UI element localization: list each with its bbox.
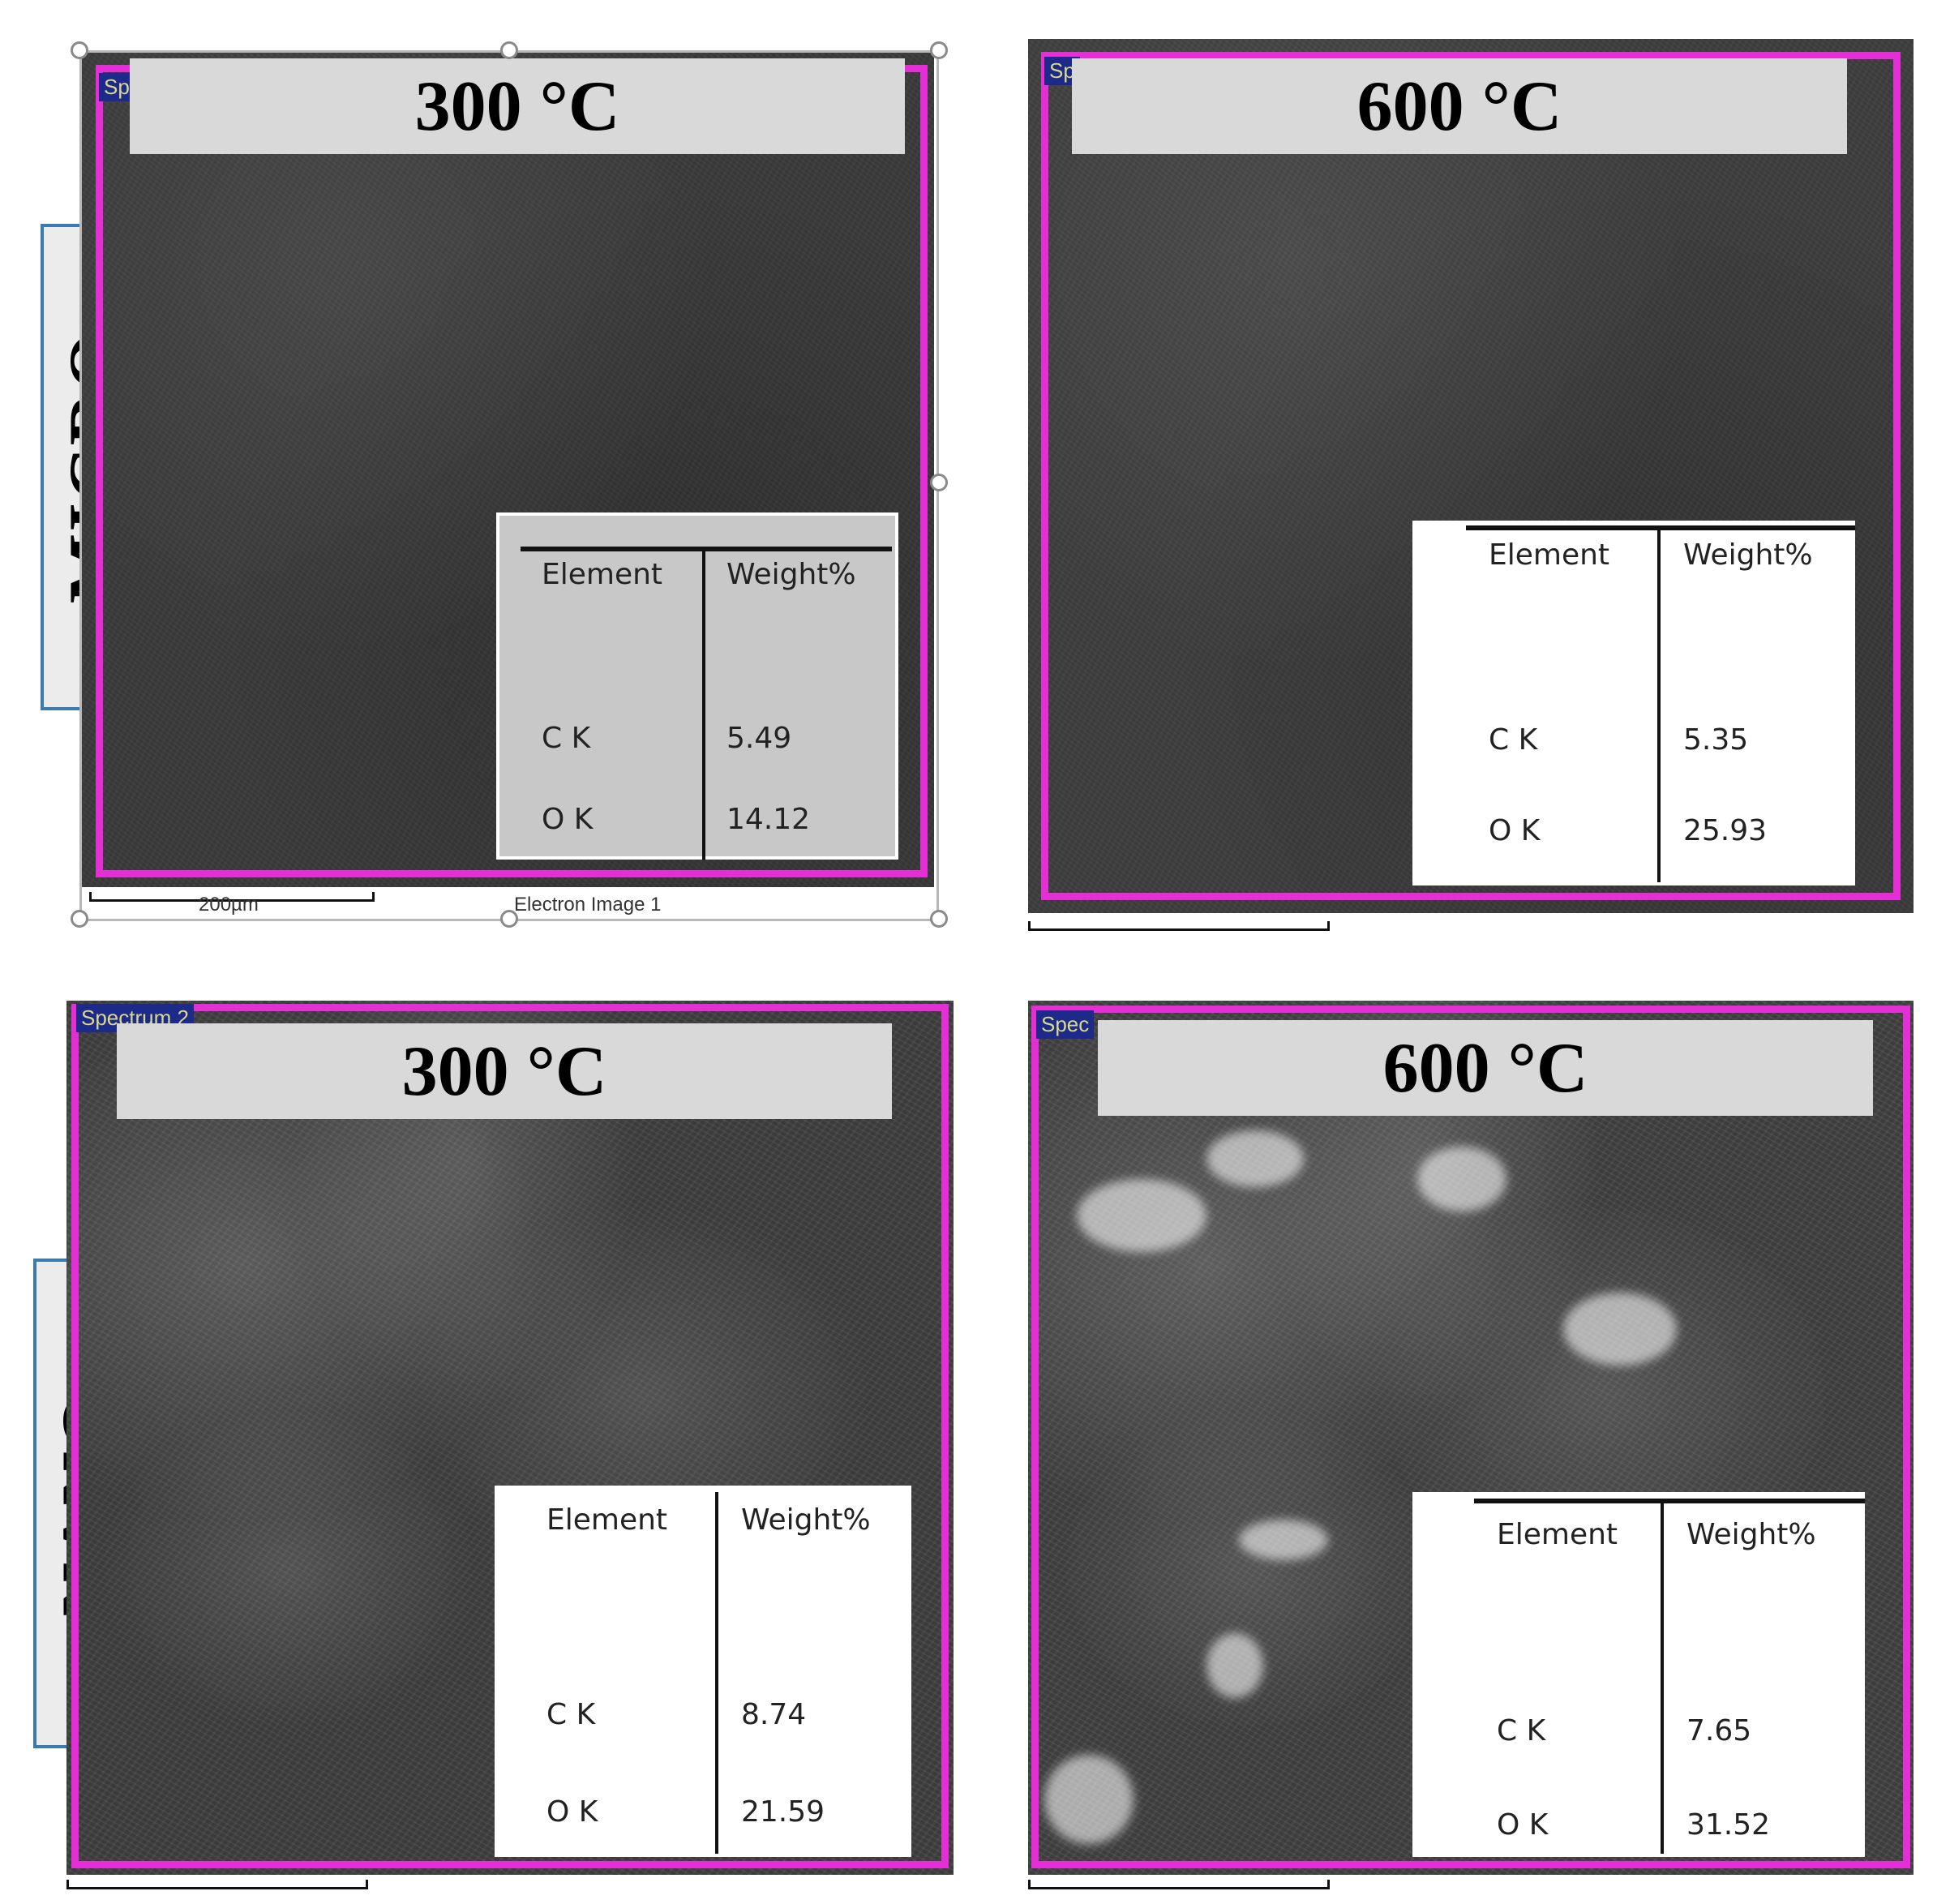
eds-table: Element Weight% C K 8.74 O K 21.59	[495, 1486, 911, 1857]
temperature-title: 600 °C	[1098, 1020, 1873, 1116]
eds-cell-element: O K	[1489, 814, 1541, 847]
eds-cell-weight: 7.65	[1686, 1714, 1752, 1747]
resize-handle[interactable]	[71, 910, 88, 928]
eds-header-weight: Weight%	[1683, 538, 1813, 572]
sem-panel-nano-300: Spectrum 2 300 °C Element Weight% C K 8.…	[66, 1001, 954, 1875]
eds-cell-weight: 21.59	[741, 1795, 825, 1829]
sem-panel-nano-600: Spec 600 °C Element Weight% C K 7.65 O K…	[1028, 1001, 1914, 1875]
eds-header-weight: Weight%	[741, 1503, 871, 1537]
resize-handle[interactable]	[930, 41, 948, 59]
sem-panel-micro-300: Sp 300 °C Element Weight% C K 5.49 O K 1…	[81, 50, 934, 887]
eds-header-weight: Weight%	[1686, 1518, 1816, 1551]
resize-handle[interactable]	[930, 474, 948, 491]
spectrum-tag: Sp	[99, 73, 135, 101]
resize-handle[interactable]	[930, 910, 948, 928]
eds-cell-element: O K	[1497, 1808, 1549, 1842]
eds-header-weight: Weight%	[726, 558, 856, 591]
resize-handle[interactable]	[71, 41, 88, 59]
spectrum-tag: Spec	[1036, 1010, 1095, 1039]
temperature-title: 300 °C	[130, 58, 905, 154]
selection-outline	[79, 50, 939, 921]
scale-bar	[1028, 921, 1330, 931]
eds-cell-weight: 25.93	[1683, 814, 1768, 847]
eds-table: Element Weight% C K 5.35 O K 25.93	[1412, 521, 1855, 886]
eds-table: Element Weight% C K 5.49 O K 14.12	[496, 512, 898, 860]
spectrum-frame	[1031, 1006, 1910, 1868]
eds-cell-element: C K	[546, 1698, 596, 1731]
eds-cell-element: O K	[542, 803, 594, 836]
scale-bar	[89, 892, 375, 902]
temperature-title: 600 °C	[1072, 58, 1847, 154]
eds-header-element: Element	[546, 1503, 668, 1537]
eds-cell-element: C K	[1489, 723, 1538, 757]
eds-cell-weight: 5.49	[726, 722, 792, 755]
sem-panel-micro-600: Sp 600 °C Element Weight% C K 5.35 O K 2…	[1028, 39, 1914, 913]
eds-cell-element: O K	[546, 1795, 598, 1829]
eds-header-element: Element	[1497, 1518, 1618, 1551]
eds-cell-element: C K	[542, 722, 591, 755]
spectrum-frame	[1041, 52, 1901, 900]
eds-cell-element: C K	[1497, 1714, 1546, 1747]
eds-table: Element Weight% C K 7.65 O K 31.52	[1412, 1492, 1865, 1857]
spectrum-frame	[71, 1004, 949, 1868]
image-caption: Electron Image 1	[514, 894, 662, 916]
eds-cell-weight: 8.74	[741, 1698, 807, 1731]
scale-label: 200µm	[199, 894, 259, 916]
eds-cell-weight: 5.35	[1683, 723, 1749, 757]
resize-handle[interactable]	[500, 41, 518, 59]
scale-bar	[66, 1880, 368, 1889]
scale-bar	[1028, 1880, 1330, 1889]
temperature-title: 300 °C	[117, 1023, 892, 1119]
eds-header-element: Element	[1489, 538, 1610, 572]
resize-handle[interactable]	[500, 910, 518, 928]
eds-cell-weight: 31.52	[1686, 1808, 1771, 1842]
eds-header-element: Element	[542, 558, 663, 591]
eds-cell-weight: 14.12	[726, 803, 811, 836]
